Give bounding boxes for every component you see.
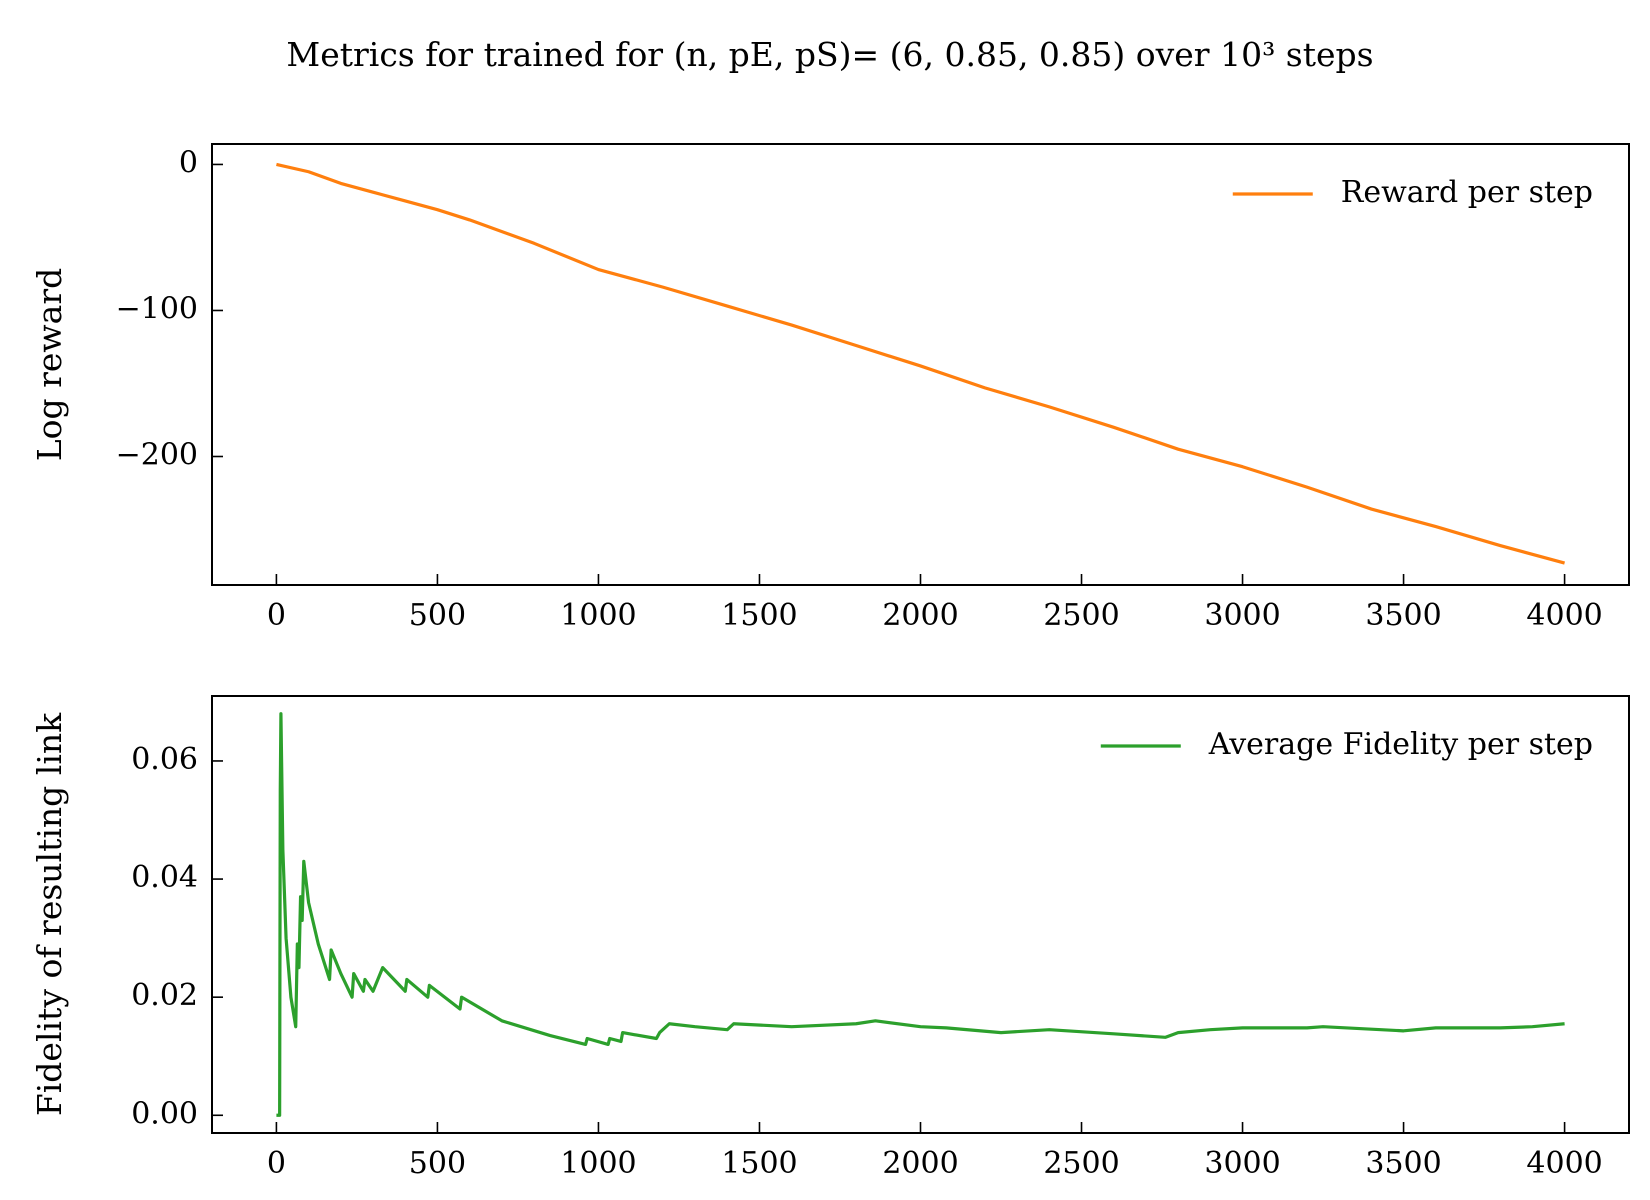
x-tick-label: 500 (409, 598, 466, 633)
y-tick-label: 0.06 (131, 742, 198, 777)
x-tick-label: 4000 (1526, 1146, 1602, 1181)
y-axis-label: Fidelity of resulting link (30, 712, 69, 1116)
axes-frame (211, 143, 1630, 586)
y-tick-label: −200 (116, 437, 198, 472)
x-tick-label: 4000 (1526, 598, 1602, 633)
y-tick-label: 0.04 (131, 860, 198, 895)
x-tick-label: 500 (409, 1146, 466, 1181)
x-tick-label: 3000 (1204, 598, 1280, 633)
x-tick-label: 3500 (1365, 598, 1441, 633)
legend-label: Reward per step (1341, 175, 1593, 210)
x-tick-label: 1500 (721, 1146, 797, 1181)
y-tick-label: 0.00 (131, 1096, 198, 1131)
data-line (276, 712, 1565, 1117)
y-tick-label: 0.02 (131, 978, 198, 1013)
figure-title: Metrics for trained for (n, pE, pS)= (6,… (286, 35, 1373, 74)
y-tick-label: −100 (116, 291, 198, 326)
x-tick-label: 0 (267, 598, 286, 633)
x-tick-label: 3000 (1204, 1146, 1280, 1181)
legend-label: Average Fidelity per step (1208, 727, 1593, 762)
x-tick-label: 0 (267, 1146, 286, 1181)
y-tick-label: 0 (179, 145, 198, 180)
x-tick-label: 2000 (882, 1146, 958, 1181)
x-tick-label: 1000 (560, 598, 636, 633)
axes-frame (211, 695, 1630, 1134)
y-axis-label: Log reward (30, 268, 69, 462)
x-tick-label: 3500 (1365, 1146, 1441, 1181)
data-line (276, 162, 1566, 565)
x-tick-label: 2000 (882, 598, 958, 633)
x-tick-label: 1000 (560, 1146, 636, 1181)
x-tick-label: 2500 (1043, 598, 1119, 633)
x-tick-label: 1500 (721, 598, 797, 633)
x-tick-label: 2500 (1043, 1146, 1119, 1181)
